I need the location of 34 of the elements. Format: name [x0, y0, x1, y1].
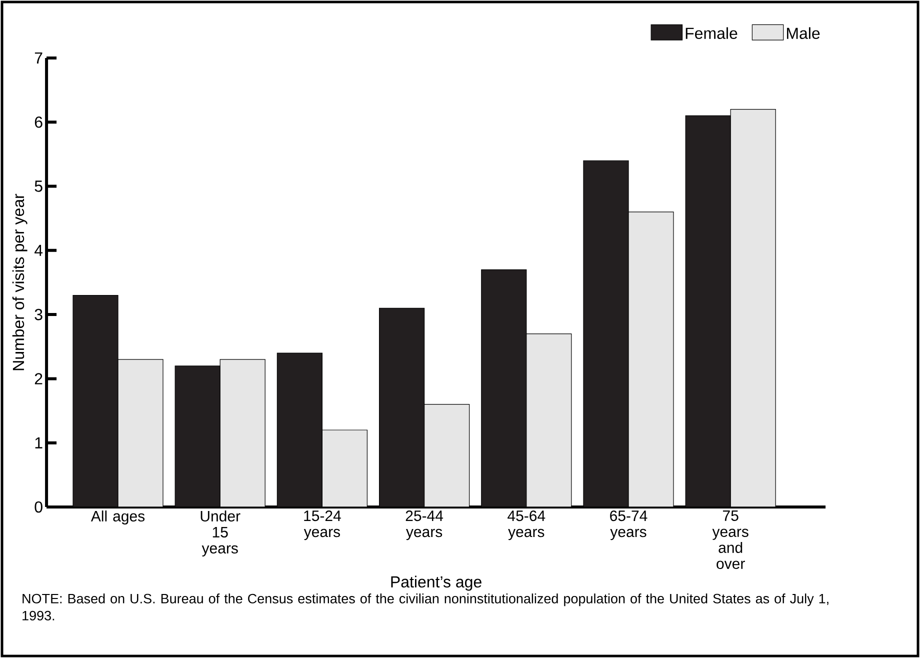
y-tick-label: 3: [34, 308, 42, 320]
y-tick-label: 6: [34, 116, 42, 128]
y-tick-label: 5: [34, 180, 42, 192]
bar: [174, 366, 220, 507]
legend-label: Male: [786, 27, 820, 39]
bar: [526, 334, 572, 507]
bar: [220, 359, 266, 507]
legend-label: Female: [686, 27, 738, 39]
bar: [583, 160, 629, 507]
x-axis-title: Patient’s age: [391, 576, 482, 591]
x-tick-label: 65-74 years: [610, 510, 648, 540]
y-tick-label: 2: [34, 373, 42, 384]
y-axis-title: Number of visits per year: [12, 194, 28, 370]
x-tick-label: 75 years and over: [712, 510, 748, 569]
y-tick-label: 1: [35, 437, 42, 448]
y-tick-label: 0: [34, 501, 42, 513]
y-tick-label: 4: [34, 244, 43, 256]
text: NOTE: Based on U.S. Bureau of the Census estimates of the civilian noninstitutionalized population of the United States as of July 1, 1993.: [22, 594, 828, 620]
x-tick-label: All ages: [90, 510, 145, 524]
bar: [276, 352, 322, 507]
x-tick-label: Under 15 years: [200, 510, 240, 556]
bar: [424, 404, 470, 507]
bar: [481, 269, 527, 507]
bar: [628, 212, 674, 507]
bar: [118, 359, 164, 507]
x-tick-label: 15-24 years: [304, 510, 341, 540]
bar: [379, 308, 425, 507]
bar: [322, 430, 368, 507]
x-tick-label: 45-64 years: [508, 510, 546, 540]
bar: [685, 115, 731, 507]
x-tick-label: 25-44 years: [406, 510, 444, 540]
bar: [72, 295, 118, 507]
bar: [730, 109, 776, 507]
y-tick-label: 7: [34, 52, 42, 64]
